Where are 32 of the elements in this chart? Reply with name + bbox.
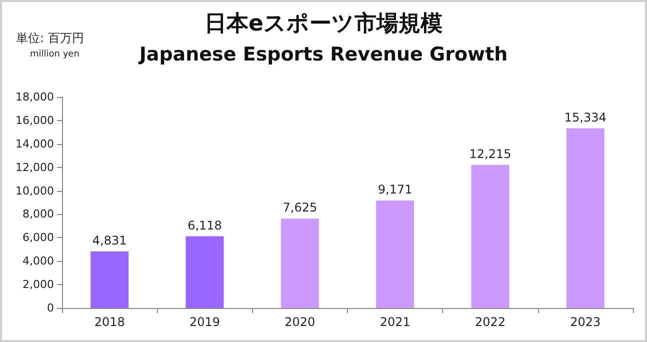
bar (280, 218, 319, 308)
bar (186, 236, 224, 308)
x-tick-label: 2019 (189, 315, 220, 329)
x-tick-label: 2023 (570, 315, 601, 329)
y-tick-label: 14,000 (16, 137, 54, 150)
y-tick-label: 16,000 (16, 114, 54, 127)
data-label: 6,118 (188, 218, 222, 232)
bar (90, 251, 129, 308)
y-axis-title: 単位: 百万円 (16, 31, 84, 45)
data-label: 9,171 (378, 182, 412, 196)
data-label: 15,334 (564, 110, 606, 124)
bar (566, 128, 604, 308)
data-label: 12,215 (469, 146, 512, 161)
x-tick-label: 2018 (94, 315, 125, 329)
data-label: 7,625 (282, 200, 318, 215)
chart-title: 日本eスポーツ市場規模 (204, 10, 442, 36)
x-tick-label: 2020 (284, 315, 316, 329)
data-label: 4,831 (92, 233, 127, 248)
chart-subtitle: Japanese Esports Revenue Growth (137, 44, 508, 66)
bar (471, 164, 510, 308)
y-tick-label: 12,000 (16, 160, 54, 174)
y-tick-label: 10,000 (16, 184, 54, 198)
y-tick-label: 4,000 (22, 254, 54, 268)
y-tick-label: 6,000 (22, 231, 54, 244)
y-tick-label: 0 (47, 302, 54, 314)
text: million yen (30, 50, 80, 60)
bar (376, 200, 414, 308)
x-tick-label: 2021 (380, 315, 410, 329)
y-tick-label: 18,000 (16, 90, 54, 104)
y-tick-label: 8,000 (22, 208, 54, 221)
y-tick-label: 2,000 (22, 278, 54, 292)
x-tick-label: 2022 (474, 315, 506, 329)
